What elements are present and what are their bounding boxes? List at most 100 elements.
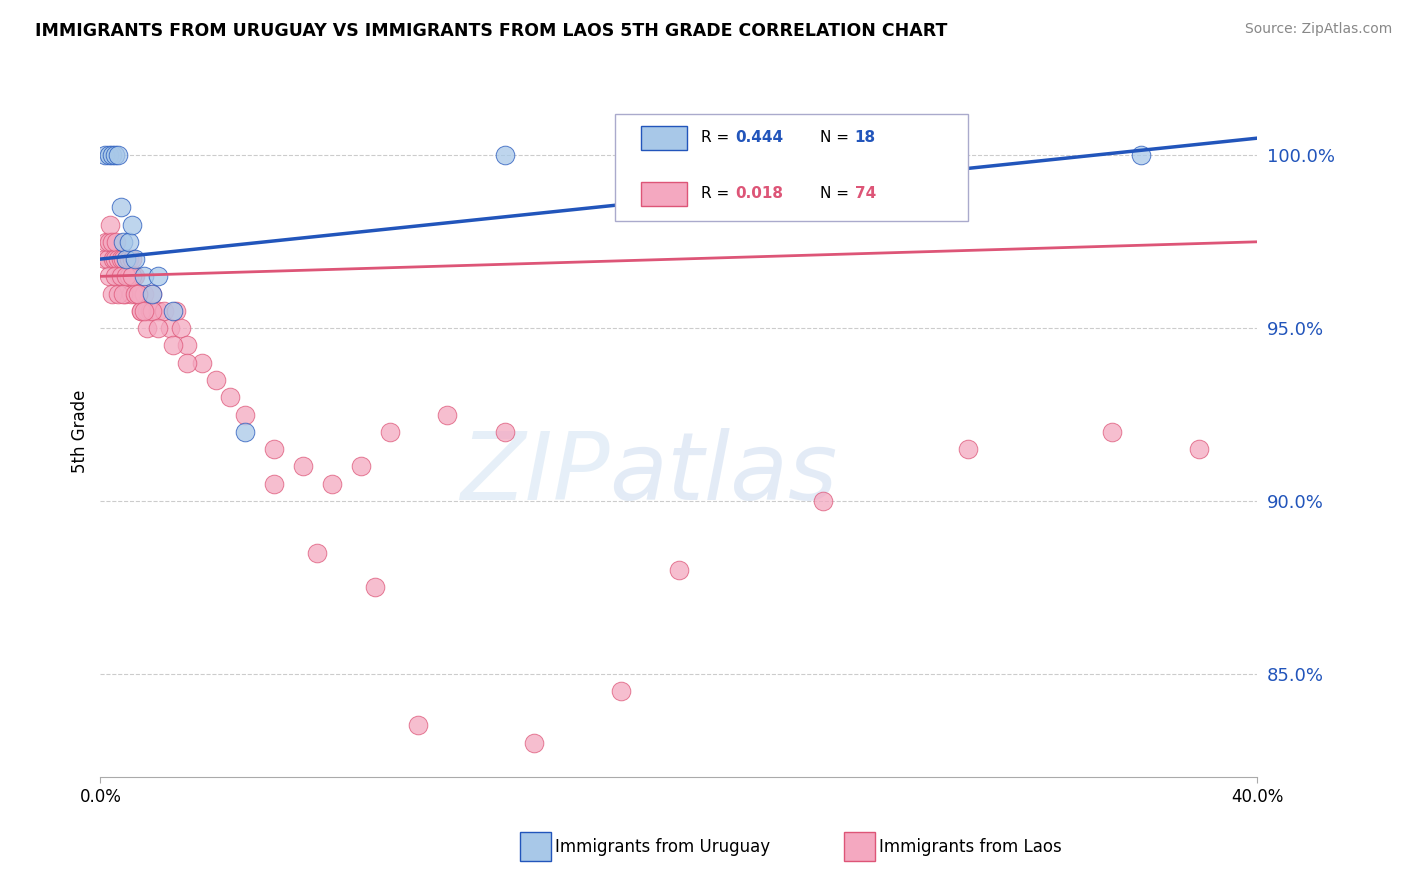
Point xyxy=(112,286,135,301)
Point xyxy=(190,356,212,370)
Point xyxy=(122,269,145,284)
Point xyxy=(132,304,155,318)
Point xyxy=(100,218,122,232)
Point xyxy=(118,269,141,284)
Point xyxy=(110,252,132,266)
Point xyxy=(141,286,163,301)
Point xyxy=(233,425,256,439)
Point xyxy=(291,459,314,474)
Point xyxy=(111,269,134,284)
Point xyxy=(104,148,127,162)
Text: Source: ZipAtlas.com: Source: ZipAtlas.com xyxy=(1244,22,1392,37)
Point xyxy=(176,356,198,370)
Point xyxy=(98,269,121,284)
Point xyxy=(148,304,170,318)
Point xyxy=(263,442,285,456)
Point xyxy=(148,321,170,335)
Point xyxy=(205,373,228,387)
Point xyxy=(523,736,546,750)
Point xyxy=(107,286,129,301)
Point xyxy=(170,321,193,335)
Point xyxy=(349,459,371,474)
Point xyxy=(118,235,141,249)
Point xyxy=(219,390,242,404)
Point xyxy=(98,235,121,249)
Point xyxy=(494,148,516,162)
Point xyxy=(135,321,157,335)
Point xyxy=(378,425,401,439)
Point xyxy=(115,269,138,284)
Point xyxy=(101,235,124,249)
Point xyxy=(97,252,120,266)
Point xyxy=(610,684,633,698)
Text: IMMIGRANTS FROM URUGUAY VS IMMIGRANTS FROM LAOS 5TH GRADE CORRELATION CHART: IMMIGRANTS FROM URUGUAY VS IMMIGRANTS FR… xyxy=(35,22,948,40)
Point xyxy=(103,252,125,266)
Point xyxy=(121,252,143,266)
Text: R =: R = xyxy=(700,186,734,202)
Point xyxy=(159,321,181,335)
Text: 0.444: 0.444 xyxy=(735,130,783,145)
Point xyxy=(120,286,142,301)
Point xyxy=(93,148,115,162)
Point xyxy=(117,269,139,284)
Point xyxy=(110,200,132,214)
Text: 18: 18 xyxy=(855,130,876,145)
Text: Immigrants from Laos: Immigrants from Laos xyxy=(879,838,1062,855)
Point xyxy=(956,442,979,456)
Point xyxy=(321,476,343,491)
Point xyxy=(105,235,128,249)
Text: 74: 74 xyxy=(855,186,876,202)
Point xyxy=(107,252,129,266)
Text: Immigrants from Uruguay: Immigrants from Uruguay xyxy=(555,838,770,855)
Point xyxy=(1188,442,1211,456)
Point xyxy=(132,269,155,284)
Point xyxy=(101,148,124,162)
Point xyxy=(138,304,160,318)
Point xyxy=(104,252,127,266)
Point xyxy=(129,304,152,318)
Point xyxy=(115,252,138,266)
Point xyxy=(124,286,146,301)
Point xyxy=(112,252,135,266)
Bar xyxy=(641,182,686,206)
Point xyxy=(98,148,121,162)
Point xyxy=(307,546,329,560)
Text: 0.018: 0.018 xyxy=(735,186,783,202)
Point xyxy=(148,269,170,284)
Point xyxy=(162,338,184,352)
Point xyxy=(165,304,187,318)
Text: N =: N = xyxy=(820,186,853,202)
Point xyxy=(114,286,136,301)
Point xyxy=(94,235,117,249)
Text: ZIP: ZIP xyxy=(460,428,609,519)
Point xyxy=(124,252,146,266)
Point xyxy=(364,580,387,594)
Point xyxy=(141,286,163,301)
Text: R =: R = xyxy=(700,130,734,145)
Point xyxy=(153,304,176,318)
Point xyxy=(141,304,163,318)
Point xyxy=(668,563,690,577)
Point xyxy=(813,494,835,508)
Point xyxy=(108,269,131,284)
Point xyxy=(132,286,155,301)
Point xyxy=(110,269,132,284)
Point xyxy=(408,718,430,732)
Point xyxy=(121,269,143,284)
Point xyxy=(436,408,458,422)
Point xyxy=(494,425,516,439)
Bar xyxy=(641,126,686,150)
Point xyxy=(233,408,256,422)
FancyBboxPatch shape xyxy=(614,114,967,221)
Point xyxy=(1130,148,1153,162)
Point xyxy=(263,476,285,491)
Point xyxy=(162,304,184,318)
Point xyxy=(115,269,138,284)
Point xyxy=(101,286,124,301)
Point xyxy=(118,252,141,266)
Point xyxy=(135,304,157,318)
Point xyxy=(176,338,198,352)
Point xyxy=(107,148,129,162)
Point xyxy=(124,269,146,284)
Point xyxy=(121,218,143,232)
